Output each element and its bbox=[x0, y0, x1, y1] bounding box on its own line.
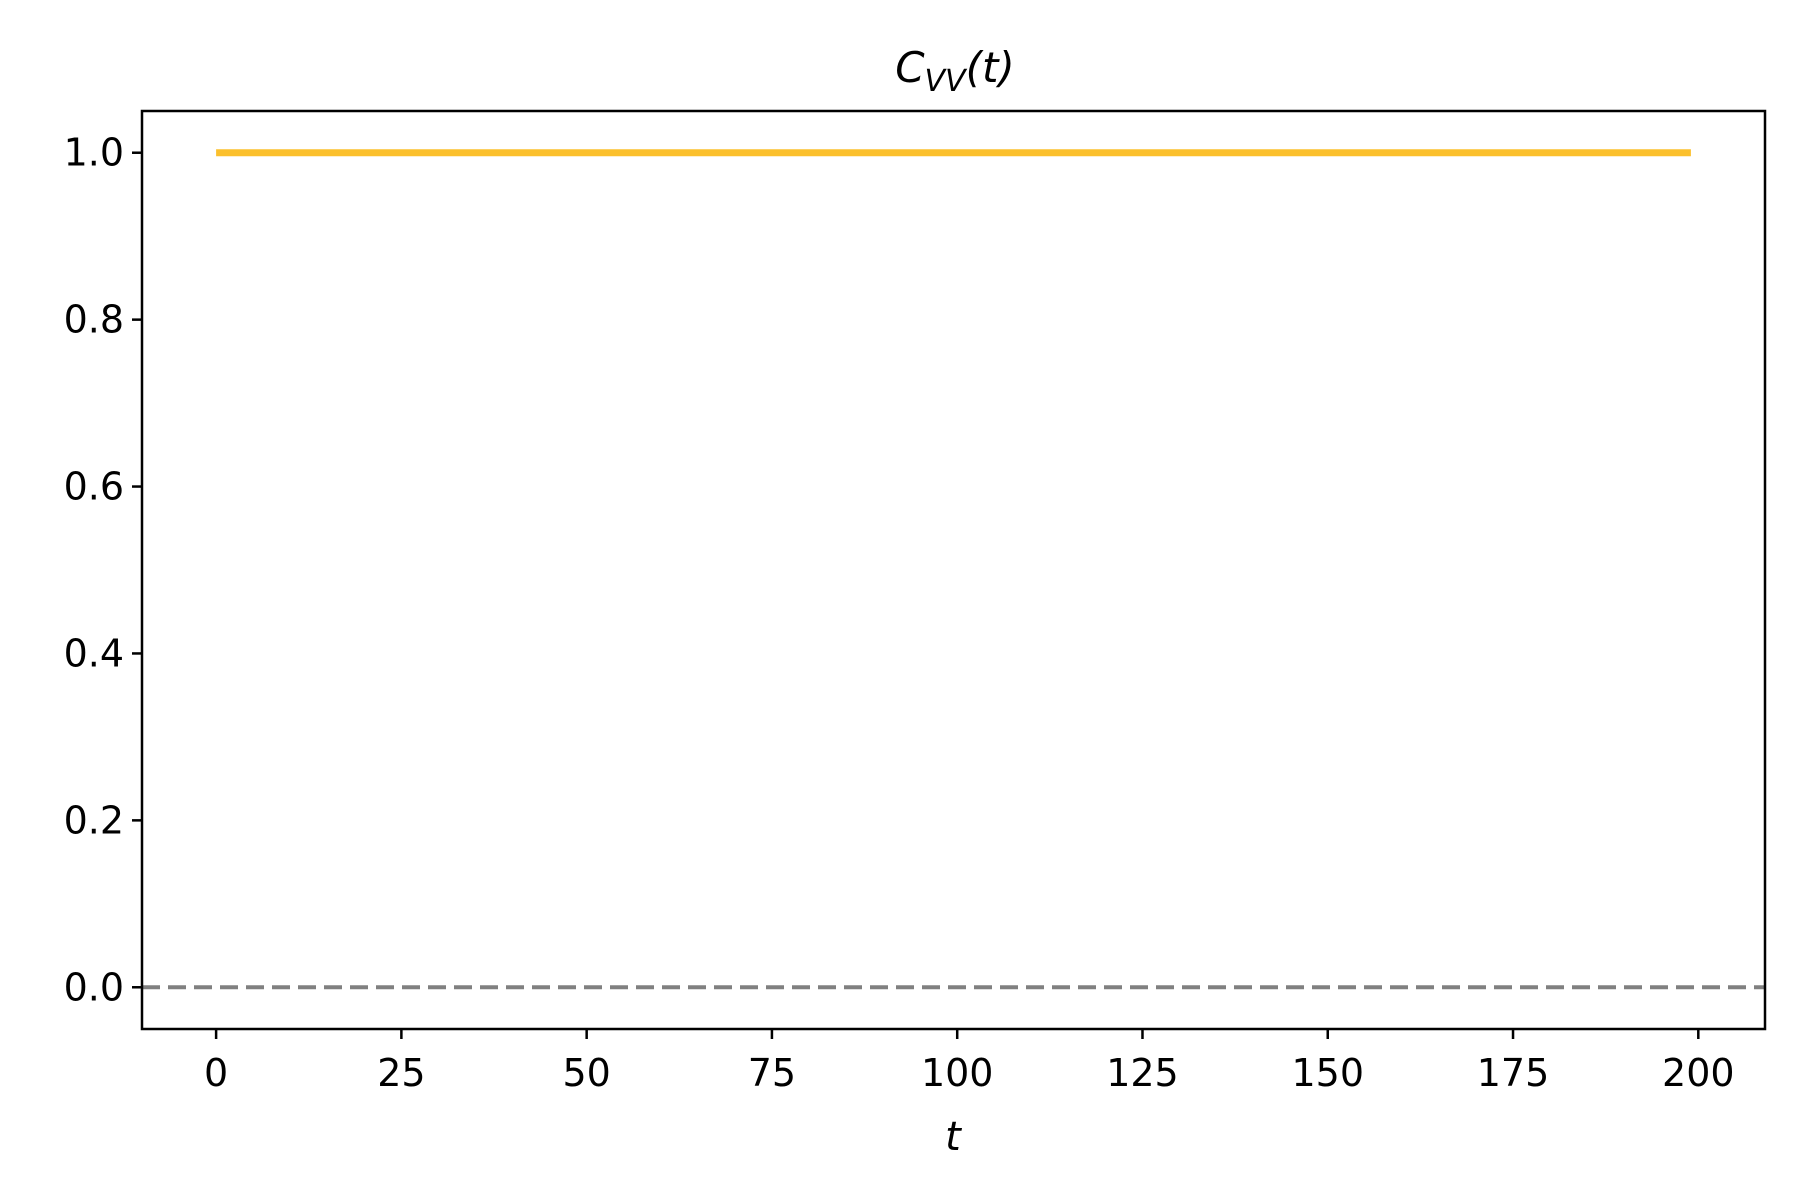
x-tick-label: 125 bbox=[1106, 1051, 1179, 1095]
x-tick-label: 75 bbox=[748, 1051, 796, 1095]
x-tick-label: 200 bbox=[1662, 1051, 1735, 1095]
plot-area bbox=[142, 149, 1765, 990]
y-tick-label: 0.4 bbox=[64, 631, 124, 675]
x-tick-label: 25 bbox=[377, 1051, 425, 1095]
y-tick-label: 0.6 bbox=[64, 465, 124, 509]
y-axis: 0.0 0.2 0.4 0.6 0.8 1.0 bbox=[64, 131, 142, 1009]
x-tick-label: 175 bbox=[1477, 1051, 1550, 1095]
x-tick-label: 50 bbox=[562, 1051, 610, 1095]
chart-title: CVV(t) bbox=[895, 43, 1015, 99]
x-axis: 0 25 50 75 100 125 150 175 200 bbox=[204, 1029, 1735, 1095]
x-tick-label: 100 bbox=[921, 1051, 994, 1095]
x-tick-label: 150 bbox=[1291, 1051, 1364, 1095]
y-tick-label: 0.2 bbox=[64, 798, 124, 842]
y-tick-label: 0.0 bbox=[64, 965, 124, 1009]
chart-title-suffix: (t) bbox=[966, 43, 1015, 92]
y-tick-label: 1.0 bbox=[64, 131, 124, 175]
axes-frame bbox=[140, 109, 1767, 1031]
x-axis-label: t bbox=[945, 1114, 962, 1160]
y-tick-label: 0.8 bbox=[64, 298, 124, 342]
chart-title-main: C bbox=[895, 43, 925, 92]
chart-title-subscript: VV bbox=[925, 64, 969, 99]
x-tick-label: 0 bbox=[204, 1051, 228, 1095]
